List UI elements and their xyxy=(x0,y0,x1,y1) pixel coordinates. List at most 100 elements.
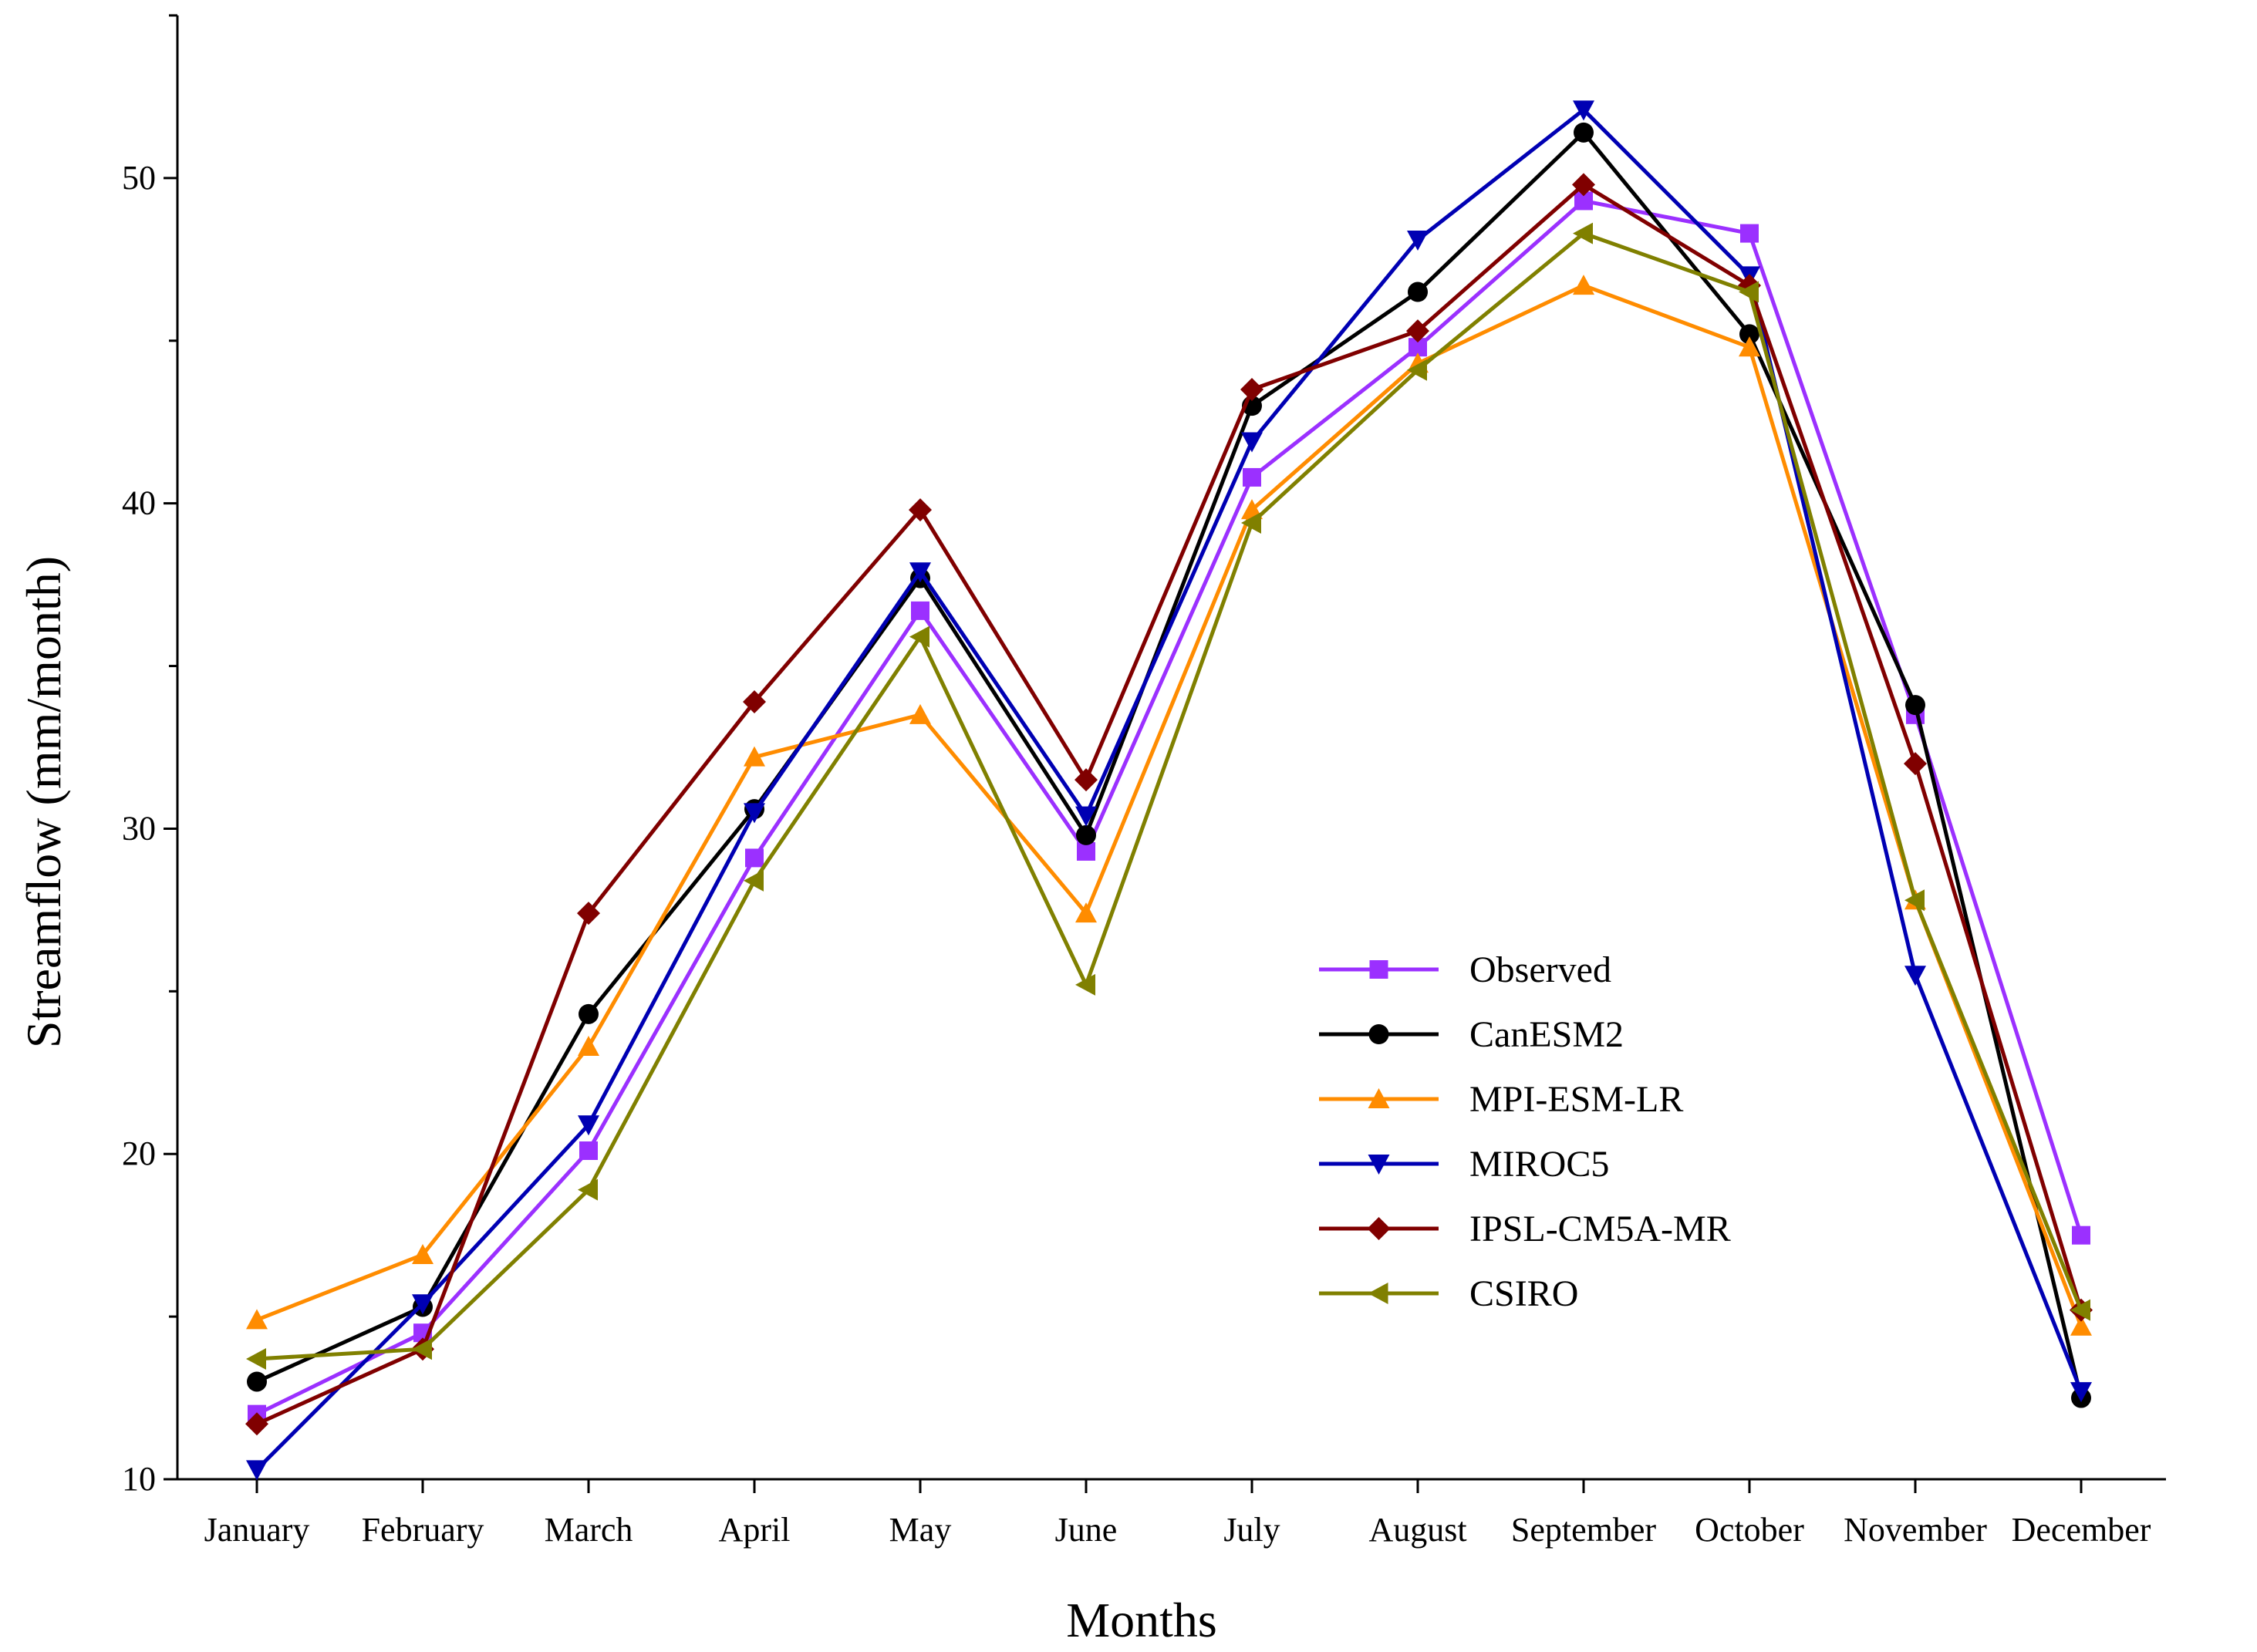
data-point xyxy=(1407,359,1427,381)
data-point xyxy=(246,1460,268,1481)
data-point xyxy=(1740,224,1759,243)
legend-item: CSIRO xyxy=(1319,1273,1578,1314)
data-point xyxy=(2070,1382,2092,1403)
data-point xyxy=(1408,282,1428,302)
data-point xyxy=(1739,324,1759,345)
data-point xyxy=(1075,768,1098,792)
series-line xyxy=(256,283,2083,1327)
data-point xyxy=(578,1115,599,1136)
data-point xyxy=(1075,902,1097,923)
data-point xyxy=(412,1294,434,1315)
data-point xyxy=(1904,966,1926,986)
y-tick-label: 30 xyxy=(122,809,156,847)
data-point xyxy=(1407,231,1429,251)
series-line xyxy=(256,231,2083,1361)
legend-item: MPI-ESM-LR xyxy=(1319,1079,1683,1120)
series-line xyxy=(255,130,2083,1399)
legend-item: IPSL-CM5A-MR xyxy=(1319,1209,1731,1249)
data-point xyxy=(1572,173,1595,197)
x-tick-label: October xyxy=(1695,1511,1804,1549)
data-point xyxy=(1904,889,1925,912)
data-point xyxy=(745,848,764,868)
data-point xyxy=(1076,824,1096,845)
data-point xyxy=(246,1309,268,1330)
y-tick-label: 20 xyxy=(122,1134,156,1172)
data-point xyxy=(1075,973,1095,996)
data-point xyxy=(1573,100,1594,121)
data-point xyxy=(909,625,929,648)
data-point xyxy=(247,1371,267,1392)
series-line xyxy=(255,182,2083,1426)
data-point xyxy=(911,601,929,620)
data-point xyxy=(909,498,932,522)
legend-marker xyxy=(1367,1217,1391,1240)
axes: 10 20 30 40 50 January February March April May Ju… xyxy=(122,14,2166,1549)
legend-marker xyxy=(1368,1155,1390,1175)
y-tick-label: 50 xyxy=(122,159,156,197)
data-point xyxy=(1241,511,1261,534)
legend-label: Observed xyxy=(1469,949,1611,990)
data-point xyxy=(2070,1299,2090,1321)
data-point xyxy=(412,1338,432,1360)
series-line xyxy=(255,107,2083,1472)
data-point xyxy=(412,1243,434,1264)
x-tick-label: April xyxy=(719,1511,791,1549)
data-point xyxy=(246,1347,266,1370)
data-point xyxy=(1240,378,1263,402)
legend-label: CanESM2 xyxy=(1469,1014,1624,1055)
data-point xyxy=(1574,122,1594,143)
data-point xyxy=(579,1003,599,1024)
series-ipsl-cm5a-mr xyxy=(245,173,2093,1436)
legend-marker xyxy=(1369,960,1388,979)
x-tick-label: May xyxy=(889,1511,952,1549)
data-point xyxy=(744,869,764,892)
data-point xyxy=(1739,336,1760,357)
data-point xyxy=(2072,1226,2090,1245)
legend-label: CSIRO xyxy=(1469,1273,1578,1314)
data-point xyxy=(577,902,600,925)
x-tick-label: September xyxy=(1511,1511,1657,1549)
legend-item: CanESM2 xyxy=(1319,1014,1624,1055)
data-point xyxy=(1905,695,1925,716)
x-axis-title: Months xyxy=(1066,1593,1217,1647)
data-point xyxy=(909,703,931,724)
series-miroc5 xyxy=(246,100,2092,1481)
y-axis-title: Streamflow (mm/month) xyxy=(16,556,71,1048)
legend-marker xyxy=(1368,1088,1390,1108)
x-tick-label: July xyxy=(1223,1511,1280,1549)
x-tick-label: January xyxy=(204,1511,310,1549)
data-point xyxy=(743,689,766,713)
data-point xyxy=(578,1036,599,1057)
data-point xyxy=(1573,275,1594,295)
legend-marker xyxy=(1368,1024,1389,1044)
series-line xyxy=(255,198,2083,1416)
y-tick-label: 40 xyxy=(122,484,156,522)
data-point xyxy=(1573,222,1593,244)
data-point xyxy=(909,562,931,583)
x-tick-label: December xyxy=(2012,1511,2151,1549)
data-point xyxy=(744,803,765,824)
data-point xyxy=(579,1141,598,1161)
data-point xyxy=(245,1412,268,1436)
data-point xyxy=(1075,806,1097,827)
legend-label: IPSL-CM5A-MR xyxy=(1469,1209,1731,1249)
series-canesm2 xyxy=(247,122,2091,1408)
legend-item: MIROC5 xyxy=(1319,1144,1609,1185)
data-point xyxy=(2070,1315,2092,1336)
series-mpi-esm-lr xyxy=(246,275,2092,1336)
data-point xyxy=(578,1178,598,1201)
y-tick-label: 10 xyxy=(122,1460,156,1498)
data-point xyxy=(1739,281,1759,303)
data-point xyxy=(1241,432,1263,453)
legend-label: MPI-ESM-LR xyxy=(1469,1079,1683,1120)
data-point xyxy=(1406,319,1429,343)
legend-marker xyxy=(1368,1283,1388,1304)
legend: Observed CanESM2 MPI-ESM-LR MIROC5 IPSL-CM5A… xyxy=(1319,949,1731,1314)
x-tick-label: August xyxy=(1368,1511,1466,1549)
legend-item: Observed xyxy=(1319,949,1611,990)
x-tick-label: November xyxy=(1844,1511,1987,1549)
data-point xyxy=(1243,467,1261,487)
series-layer xyxy=(245,100,2093,1481)
data-point xyxy=(744,746,765,767)
